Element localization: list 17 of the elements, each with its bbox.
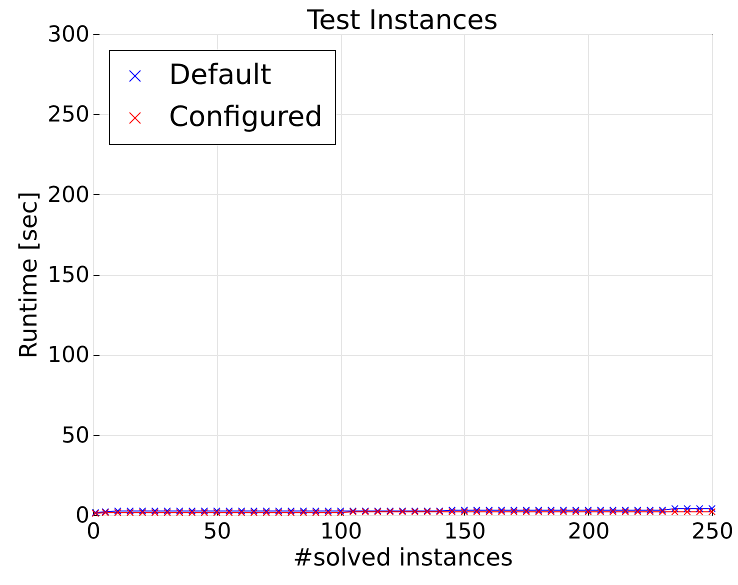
x-tick-label: 200 [568, 520, 610, 544]
y-tick-label: 0 [76, 504, 90, 528]
legend-label: Configured [169, 100, 322, 133]
y-axis-title: Runtime [sec] [14, 191, 43, 359]
y-tick-label: 200 [48, 182, 90, 208]
y-tick-label: 100 [48, 343, 90, 368]
x-tick-label: 100 [320, 520, 362, 544]
x-axis-title: #solved instances [293, 544, 513, 572]
x-tick-label: 50 [203, 520, 232, 544]
y-tick-label: 300 [48, 22, 90, 48]
legend-label: Default [169, 58, 272, 91]
x-tick-label: 250 [692, 520, 734, 544]
y-tick-label: 50 [62, 423, 90, 448]
y-tick-label: 150 [48, 263, 90, 288]
chart-title: Test Instances [306, 5, 498, 36]
x-tick-label: 150 [444, 520, 486, 544]
y-tick-label: 250 [48, 102, 90, 128]
